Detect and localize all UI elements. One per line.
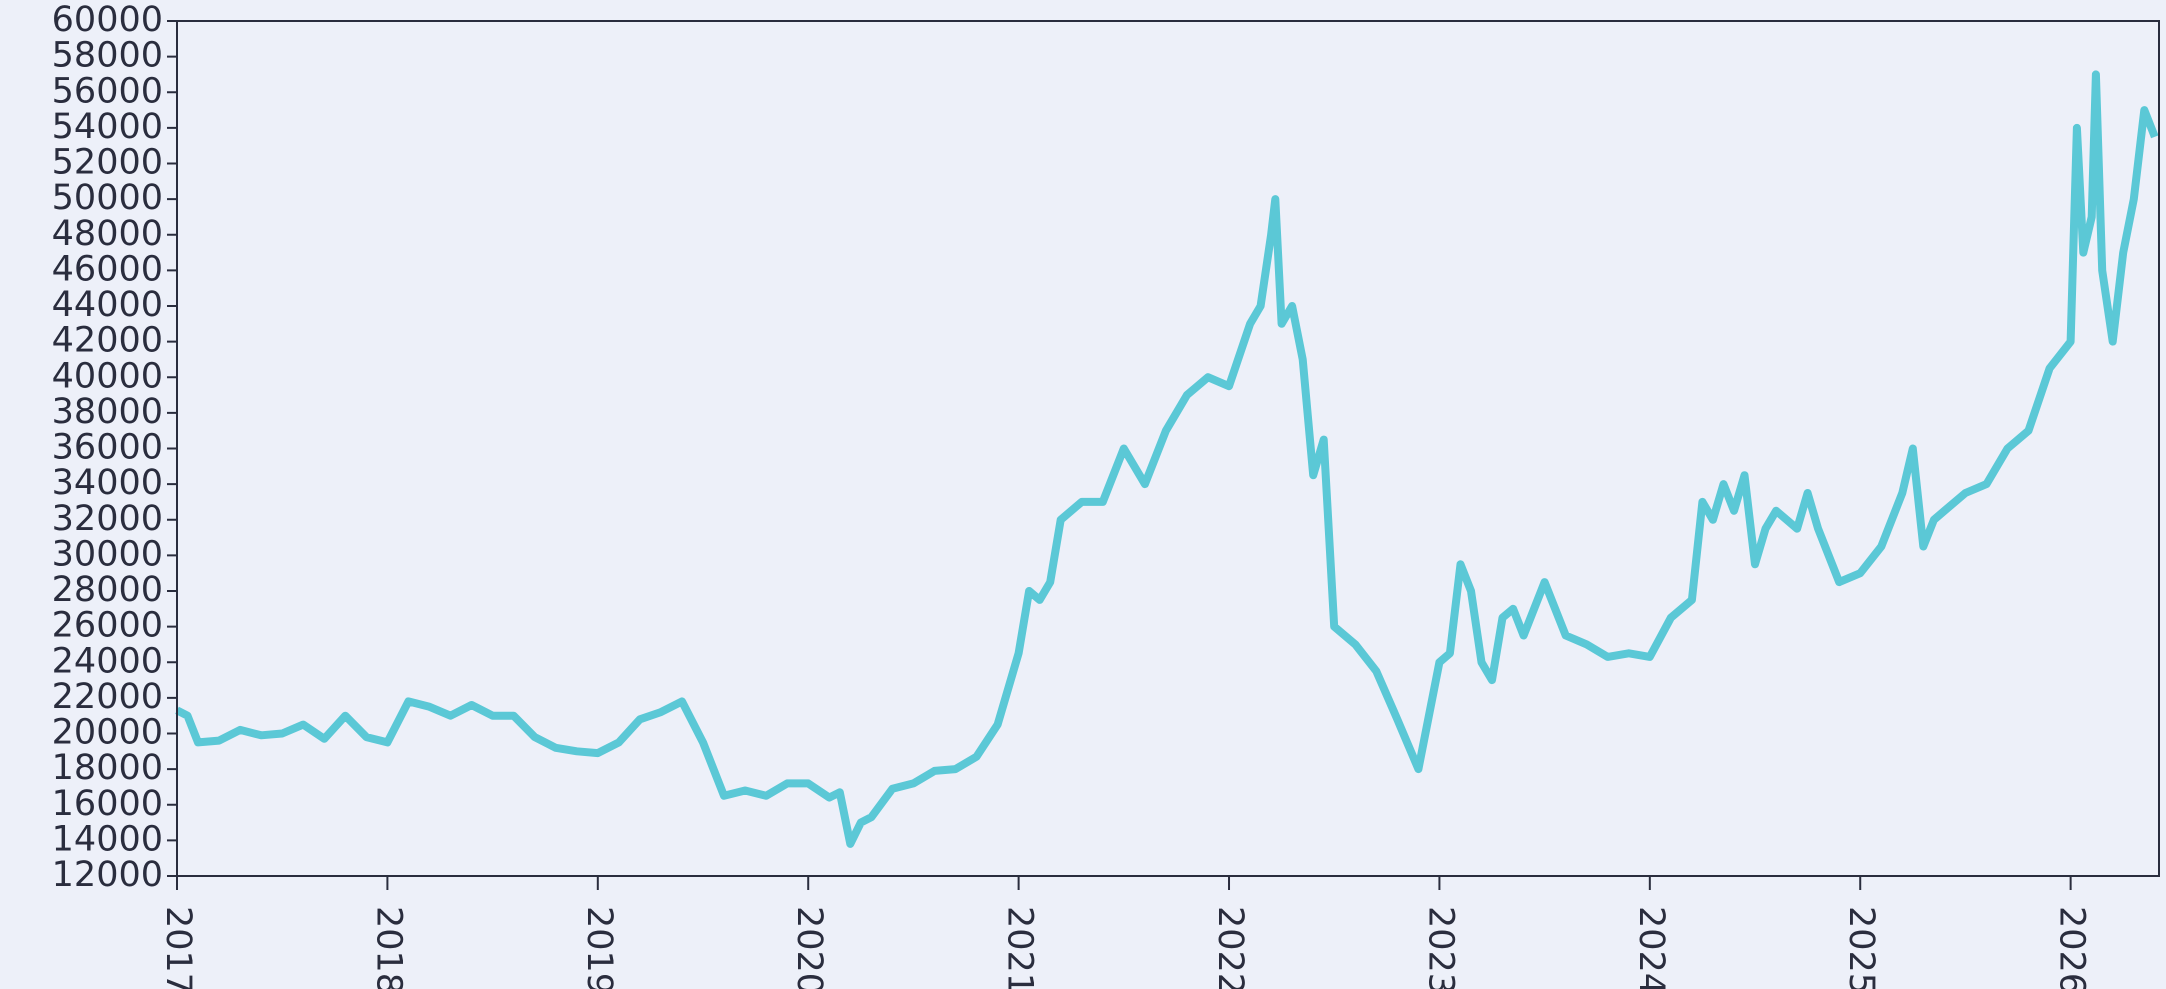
plot-frame	[176, 20, 2160, 877]
y-tick-label: 12000	[52, 855, 163, 895]
x-tick-label: 2021	[1000, 906, 1040, 989]
y-tick-label: 20000	[52, 713, 163, 753]
y-tick-label: 26000	[52, 606, 163, 646]
y-tick-label: 42000	[52, 321, 163, 361]
y-tick-label: 22000	[52, 677, 163, 717]
y-tick-label: 52000	[52, 143, 163, 183]
x-tick-label: 2026	[2052, 906, 2092, 989]
y-tick-label: 24000	[52, 641, 163, 681]
x-tick-label: 2024	[1631, 906, 1671, 989]
y-tick-label: 14000	[52, 819, 163, 859]
y-tick-label: 50000	[52, 178, 163, 218]
x-tick-label: 2019	[579, 906, 619, 989]
x-tick-label: 2018	[368, 906, 408, 989]
x-tick-label: 2022	[1210, 906, 1250, 989]
y-tick-label: 36000	[52, 428, 163, 468]
y-tick-label: 46000	[52, 249, 163, 289]
x-tick-label: 2017	[158, 906, 198, 989]
y-tick-label: 48000	[52, 214, 163, 254]
y-tick-label: 16000	[52, 784, 163, 824]
x-tick-label: 2020	[789, 906, 829, 989]
y-tick-label: 40000	[52, 356, 163, 396]
y-tick-label: 34000	[52, 463, 163, 503]
y-tick-label: 60000	[52, 0, 163, 40]
y-tick-label: 38000	[52, 392, 163, 432]
y-tick-label: 32000	[52, 499, 163, 539]
y-tick-label: 44000	[52, 285, 163, 325]
y-tick-label: 54000	[52, 107, 163, 147]
y-tick-label: 58000	[52, 36, 163, 76]
y-tick-label: 18000	[52, 748, 163, 788]
x-tick-label: 2025	[1841, 906, 1881, 989]
y-tick-label: 30000	[52, 534, 163, 574]
y-tick-label: 56000	[52, 71, 163, 111]
line-series	[175, 70, 2159, 848]
y-tick-label: 28000	[52, 570, 163, 610]
x-tick-label: 2023	[1420, 906, 1460, 989]
